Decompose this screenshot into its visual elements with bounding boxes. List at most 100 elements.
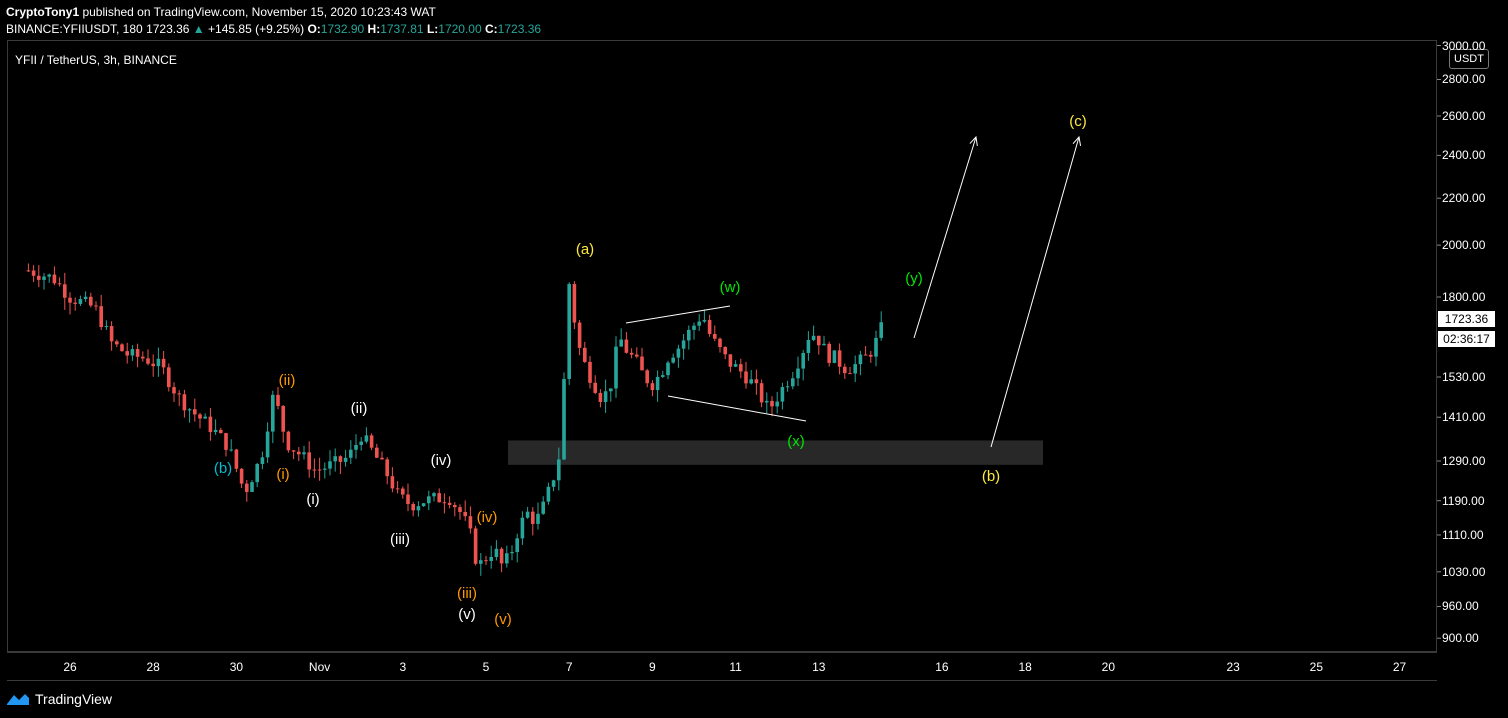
close-value: 1723.36 <box>497 22 542 36</box>
ohlc-line: BINANCE:YFIIUSDT, 180 1723.36 ▲ +145.85 … <box>6 22 541 36</box>
candle-down <box>286 431 291 451</box>
bar-countdown-tag: 02:36:17 <box>1438 331 1495 347</box>
candle-down <box>473 528 478 564</box>
candle-down <box>463 511 467 517</box>
candle-down <box>297 451 301 455</box>
candle-up <box>687 329 691 341</box>
candle-up <box>416 506 421 511</box>
candle-up <box>619 339 623 347</box>
time-tick-label: 27 <box>1392 660 1407 674</box>
time-tick-label: 18 <box>1018 660 1032 674</box>
candle-up <box>479 560 483 564</box>
candle-up <box>879 322 883 338</box>
candle-up <box>541 501 545 514</box>
candle-up <box>609 388 613 392</box>
wave-label-ii-w: (ii) <box>351 400 368 417</box>
candle-down <box>499 548 504 564</box>
candle-down <box>411 504 415 511</box>
time-tick-label: 26 <box>63 660 77 674</box>
candle-up <box>702 319 707 322</box>
candle-up <box>515 538 519 553</box>
projection-arrow-2-head <box>1072 135 1082 146</box>
wave-label-y-g: (y) <box>905 270 923 287</box>
candle-up <box>567 284 571 379</box>
price-tick-label: 1290.00 <box>1442 454 1486 468</box>
candle-up <box>130 349 135 356</box>
wedge-lower-line <box>667 395 807 422</box>
time-axis[interactable] <box>7 652 1437 681</box>
candle-down <box>468 516 473 529</box>
candle-down <box>312 469 317 471</box>
candle-down <box>317 469 322 471</box>
support-zone <box>508 440 1043 465</box>
chart-pane[interactable] <box>7 40 1437 652</box>
low-value: 1720.00 <box>438 22 482 36</box>
candle-up <box>520 517 525 539</box>
footer[interactable]: TradingView <box>6 688 112 710</box>
candle-down <box>338 456 343 462</box>
symbol-label: BINANCE:YFIIUSDT, 180 <box>6 22 143 36</box>
time-tick-label: 7 <box>565 660 573 674</box>
candle-up <box>333 456 337 462</box>
candle-down <box>68 297 72 303</box>
time-tick-label: 23 <box>1226 660 1240 674</box>
candle-down <box>234 449 239 469</box>
candle-down <box>141 356 145 359</box>
candle-down <box>640 356 644 371</box>
candle-up <box>749 379 753 384</box>
candle-up <box>681 340 686 349</box>
candle-up <box>655 376 660 391</box>
candle-up <box>780 387 785 402</box>
time-tick-label: 25 <box>1309 660 1324 674</box>
candle-down <box>239 468 244 484</box>
open-value: 1732.90 <box>320 22 365 36</box>
publish-info: CryptoTony1 published on TradingView.com… <box>6 5 436 19</box>
candle-up <box>255 463 259 483</box>
candle-up <box>697 321 701 326</box>
candle-down <box>650 383 655 391</box>
candle-up <box>510 552 514 554</box>
price-change: +145.85 (+9.25%) <box>208 22 305 36</box>
candle-down <box>718 338 722 348</box>
wave-label-b-c: (b) <box>214 460 232 477</box>
time-tick-label: Nov <box>308 660 331 674</box>
candle-down <box>453 504 457 508</box>
candle-up <box>858 354 863 365</box>
currency-button[interactable]: USDT <box>1449 49 1489 69</box>
candle-down <box>120 344 124 352</box>
wave-label-v-o: (v) <box>494 611 512 628</box>
price-tick-label: 1030.00 <box>1442 564 1486 579</box>
wave-label-x-g: (x) <box>787 433 805 450</box>
wave-label-w-g: (w) <box>720 279 741 296</box>
time-tick-label: 16 <box>935 660 949 674</box>
projection-arrow-2 <box>990 136 1080 448</box>
candle-down <box>135 349 140 357</box>
candle-up <box>427 496 431 504</box>
price-tick-label: 1190.00 <box>1442 493 1485 508</box>
candle-down <box>458 507 462 512</box>
candle-up <box>775 401 779 407</box>
candle-down <box>401 488 405 495</box>
candle-down <box>645 370 649 384</box>
candle-up <box>47 274 51 277</box>
candle-down <box>588 361 592 383</box>
candle-down <box>728 354 733 367</box>
wedge-upper-line <box>625 305 731 324</box>
candle-up <box>811 335 816 340</box>
candle-up <box>614 346 618 389</box>
candle-down <box>276 394 280 406</box>
candle-up <box>229 449 233 451</box>
candle-up <box>796 368 800 379</box>
candle-up <box>213 429 218 433</box>
candle-up <box>505 553 509 564</box>
candle-down <box>848 373 852 375</box>
candle-up <box>354 444 358 450</box>
candle-up <box>271 394 275 432</box>
candle-down <box>390 476 395 489</box>
publisher-name[interactable]: CryptoTony1 <box>6 5 80 19</box>
candle-up <box>822 343 826 346</box>
candle-down <box>281 405 285 432</box>
time-tick-label: 5 <box>482 660 490 674</box>
high-label: H: <box>367 22 381 36</box>
